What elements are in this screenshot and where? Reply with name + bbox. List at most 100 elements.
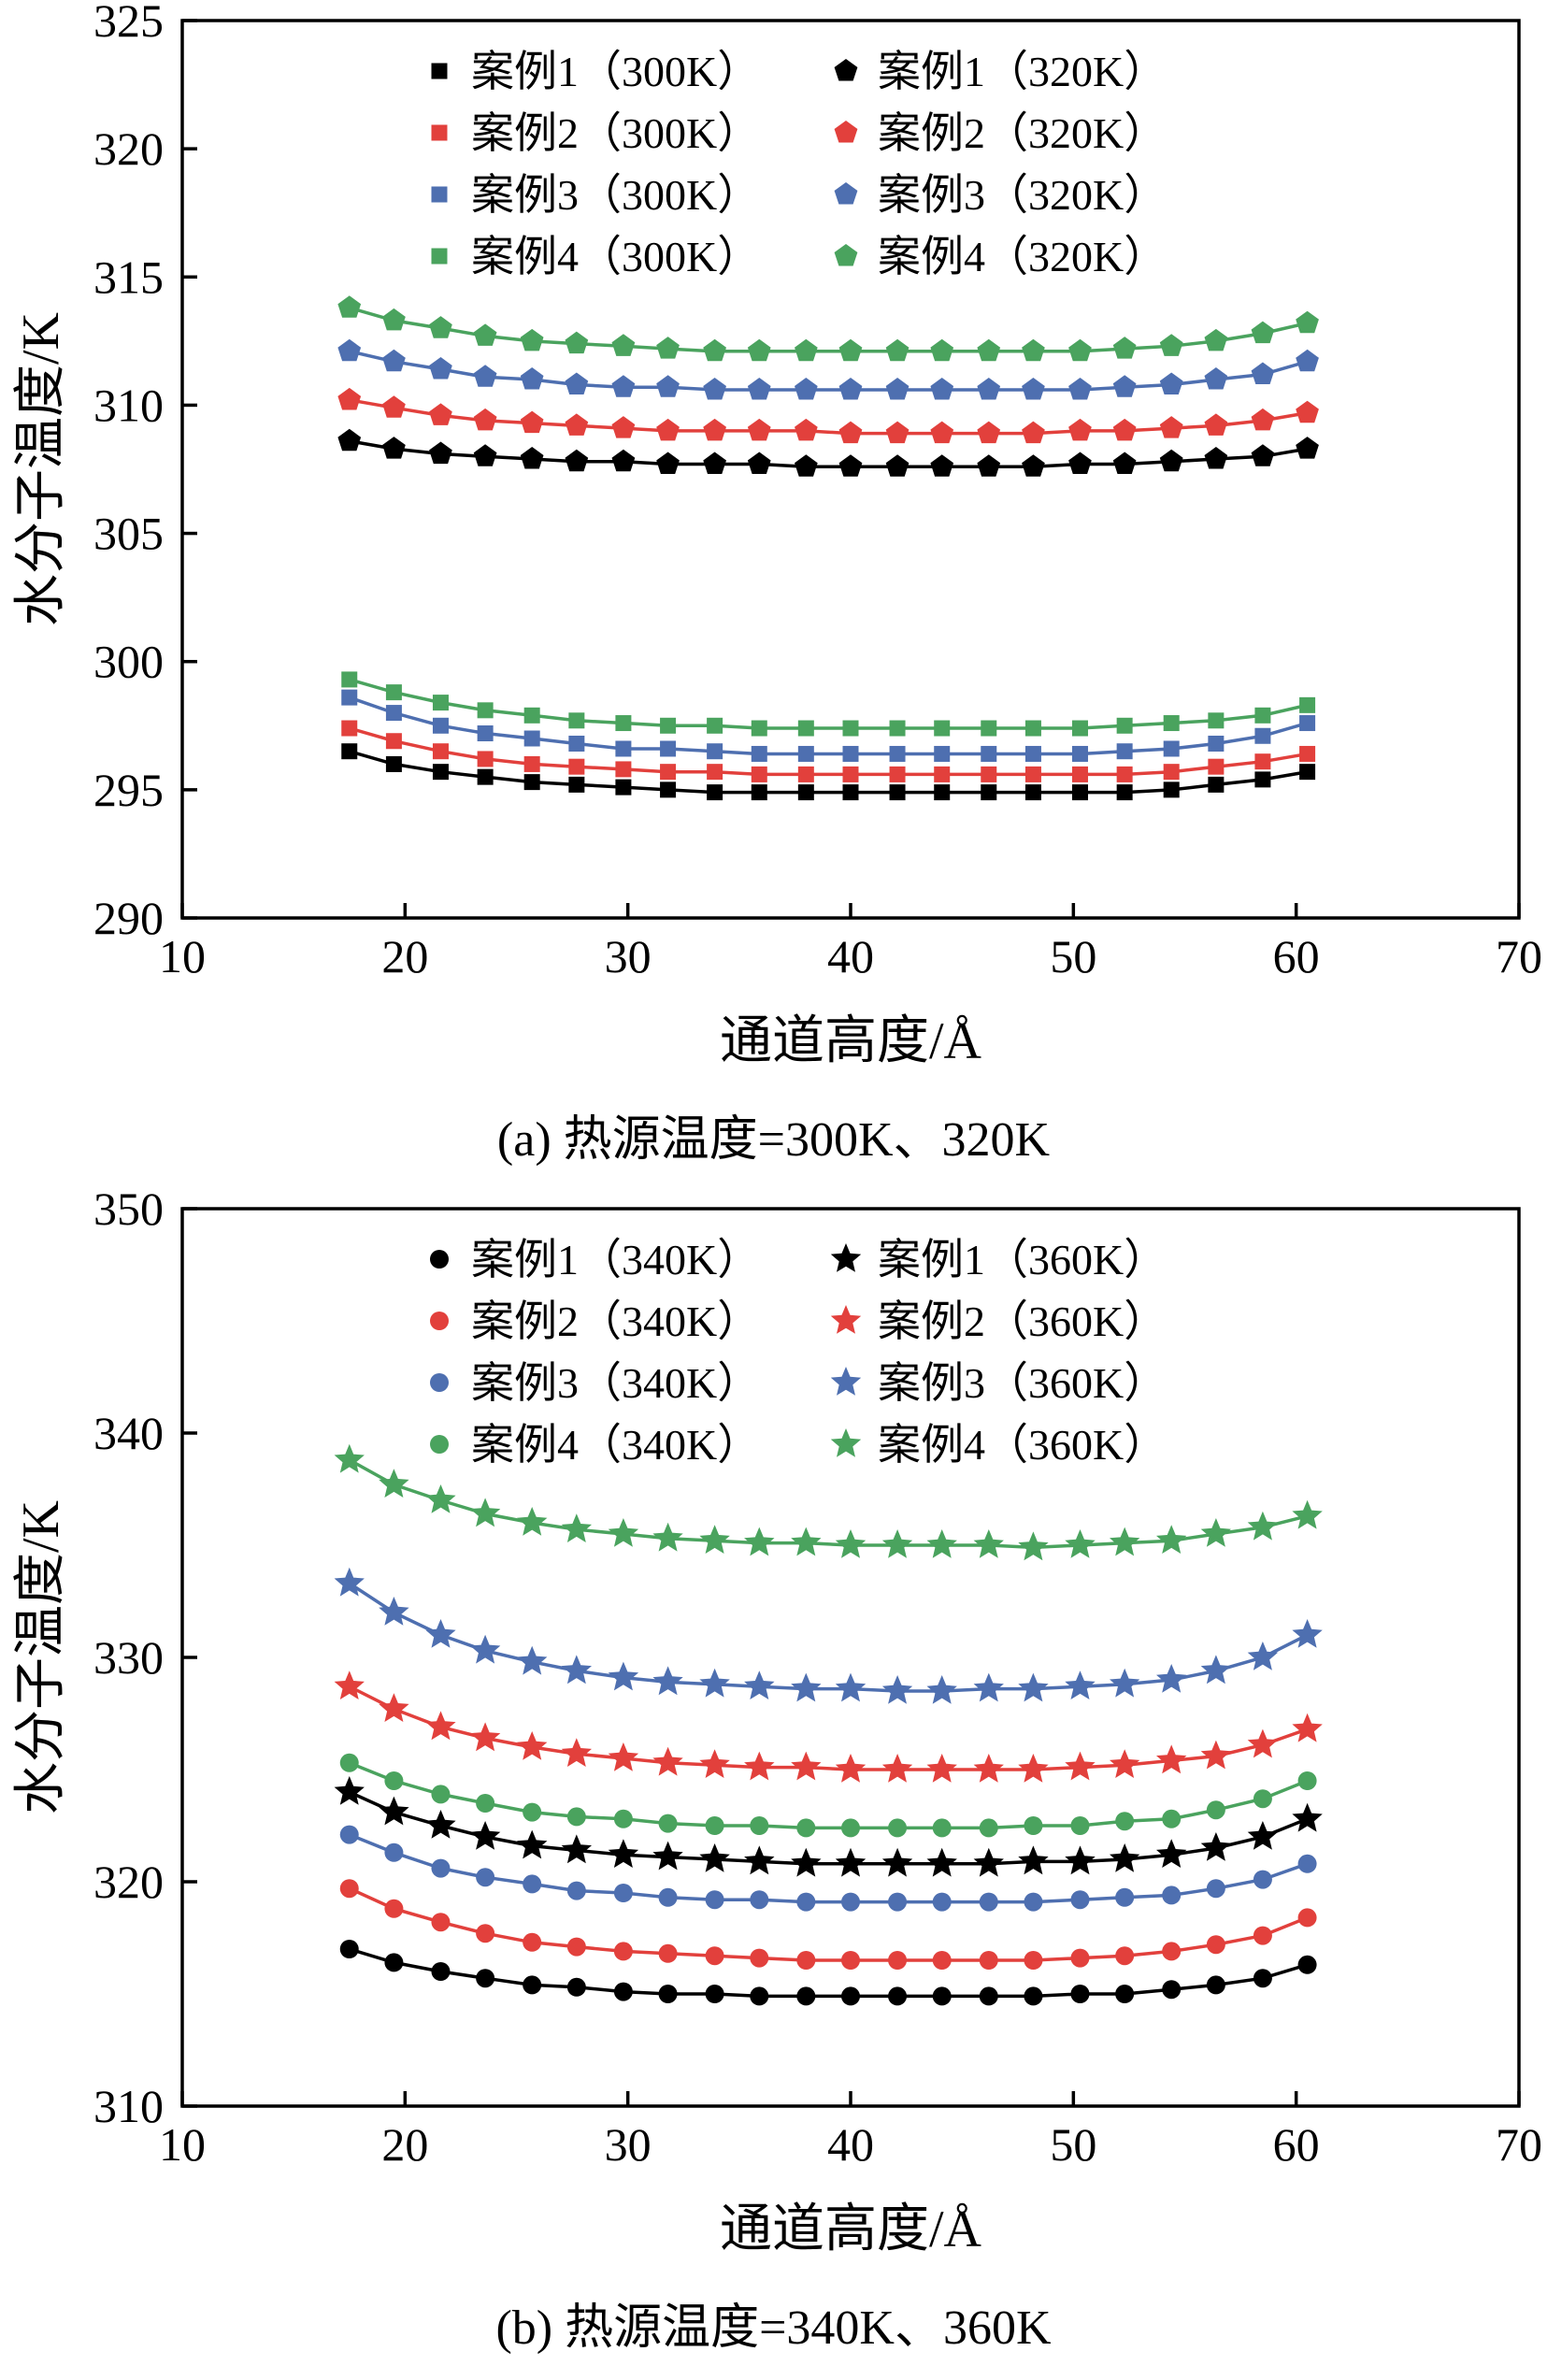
square-marker-icon [660,740,677,757]
square-marker-icon [341,743,358,760]
circle-marker-icon [613,1884,633,1902]
pentagon-marker-icon [747,418,771,441]
series-markers-1 [339,1879,1317,1970]
pentagon-marker-icon [795,454,818,477]
x-tick-label: 70 [1496,930,1542,982]
square-marker-icon [707,717,723,734]
series-line-2 [349,1832,1309,1904]
pentagon-marker-icon [1068,378,1092,400]
circle-marker-icon [796,1986,816,2006]
star-marker-icon [561,1513,592,1542]
star-marker-icon [791,1527,822,1556]
legend-entry-5: 案例2（320K） [834,109,1167,157]
pentagon-marker-icon [473,444,497,466]
series-markers-4 [337,428,1319,477]
square-marker-icon [889,784,906,801]
square-marker-icon [1299,696,1316,713]
pentagon-marker-icon [1159,334,1183,356]
y-tick-label: 325 [93,4,164,47]
series-markers-2 [341,689,1316,762]
star-marker-icon [1065,1670,1096,1699]
square-marker-icon [431,186,448,203]
square-marker-icon [842,766,859,782]
pentagon-marker-icon [1296,400,1319,423]
pentagon-marker-icon [1068,452,1092,474]
y-tick-label: 320 [93,122,164,175]
circle-marker-icon [750,1948,769,1968]
legend-label: 案例3（300K） [471,171,760,219]
circle-marker-icon [1253,1926,1272,1945]
square-marker-icon [1024,745,1041,762]
square-marker-icon [432,717,449,734]
pentagon-marker-icon [473,408,497,431]
x-tick-label: 30 [605,930,652,982]
y-tick-label: 320 [93,1856,164,1908]
star-marker-icon [1110,1668,1140,1698]
square-marker-icon [889,766,906,782]
star-marker-icon [1065,1751,1096,1781]
star-marker-icon [1292,1619,1323,1648]
legend-entry-2: 案例3（300K） [431,171,760,219]
legend-entry-1: 案例2（300K） [431,109,760,157]
star-marker-icon [835,1529,867,1558]
y-tick-label: 330 [93,1631,164,1684]
star-marker-icon [608,1839,639,1868]
square-marker-icon [1208,712,1225,729]
square-marker-icon [842,784,859,801]
x-tick-label: 20 [381,930,428,982]
square-marker-icon [1163,715,1180,732]
circle-marker-icon [705,1946,724,1966]
star-marker-icon [334,1670,365,1699]
circle-marker-icon [1070,1816,1090,1835]
star-marker-icon [835,1754,867,1783]
circle-marker-icon [431,1962,451,1981]
circle-marker-icon [431,1785,451,1804]
circle-marker-icon [1297,1908,1317,1928]
star-marker-icon [561,1834,592,1864]
square-marker-icon [934,745,951,762]
circle-marker-icon [932,1892,952,1912]
square-marker-icon [431,63,448,79]
circle-marker-icon [523,1874,542,1894]
pentagon-marker-icon [1204,367,1228,390]
square-marker-icon [568,712,585,729]
chart-b-canvas: 10 20 30 40 50 60 70 310 320 330 340 350 通道高度/Å 水分子温度… [12,1192,1542,2258]
star-marker-icon [791,1847,822,1877]
square-marker-icon [934,766,951,782]
square-marker-icon [934,784,951,801]
circle-marker-icon [888,1986,908,2006]
pentagon-marker-icon [611,416,636,438]
pentagon-marker-icon [834,121,858,143]
legend-entry-5: 案例2（360K） [830,1298,1167,1345]
pentagon-marker-icon [703,418,726,441]
circle-marker-icon [476,1969,495,1988]
star-marker-icon [881,1847,913,1877]
star-marker-icon [1156,1525,1187,1554]
star-marker-icon [561,1655,592,1685]
pentagon-marker-icon [1112,375,1137,397]
star-marker-icon [470,1634,501,1664]
circle-marker-icon [888,1818,908,1838]
series-markers-7 [337,295,1319,362]
circle-marker-icon [384,1842,404,1862]
circle-marker-icon [841,1818,860,1838]
square-marker-icon [568,735,585,752]
series-line-1 [349,726,1308,777]
square-marker-icon [523,707,540,724]
pentagon-marker-icon [611,375,636,397]
square-marker-icon [431,248,448,265]
circle-marker-icon [750,1890,769,1910]
pentagon-marker-icon [1112,337,1137,359]
star-marker-icon [791,1751,822,1781]
star-marker-icon [334,1443,365,1473]
star-marker-icon [425,1619,456,1648]
legend-entry-7: 案例4（320K） [834,233,1167,280]
square-marker-icon [981,784,997,801]
pentagon-marker-icon [429,441,452,465]
pentagon-marker-icon [1251,444,1275,466]
circle-marker-icon [431,1913,451,1932]
pentagon-marker-icon [977,454,1001,477]
circle-marker-icon [1206,1879,1225,1899]
pentagon-marker-icon [1296,349,1319,372]
